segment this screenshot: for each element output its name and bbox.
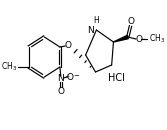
- Text: O: O: [135, 34, 142, 44]
- Text: O: O: [64, 41, 71, 50]
- Text: CH$_3$: CH$_3$: [149, 33, 165, 45]
- Text: +: +: [64, 73, 70, 79]
- Text: −: −: [73, 73, 79, 79]
- Text: CH$_3$: CH$_3$: [1, 61, 17, 73]
- Text: O: O: [57, 86, 64, 96]
- Text: HCl: HCl: [108, 73, 125, 83]
- Text: O: O: [66, 73, 73, 82]
- Text: H: H: [94, 16, 99, 25]
- Text: N: N: [87, 25, 94, 34]
- Polygon shape: [113, 35, 128, 42]
- Text: O: O: [127, 17, 134, 25]
- Text: N: N: [57, 73, 64, 83]
